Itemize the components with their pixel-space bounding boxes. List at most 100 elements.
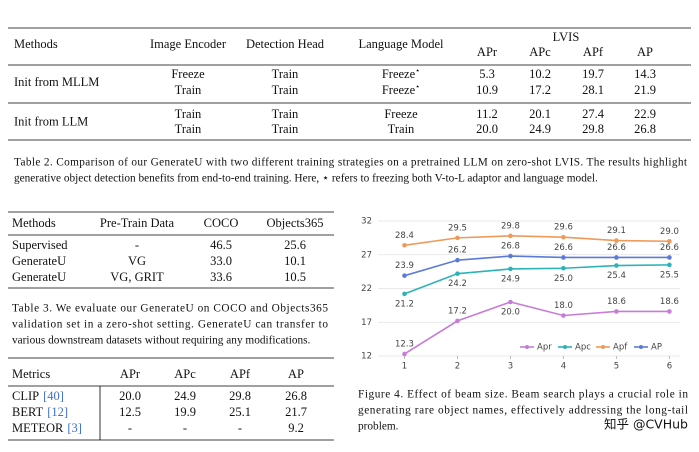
caption-line: Table 2. Comparison of our GenerateU wit… (14, 157, 688, 169)
x-tick-label: 4 (561, 362, 566, 372)
cell-text: Train (388, 122, 415, 136)
table-cell: Freeze⋆ (382, 66, 420, 81)
data-label: 18.0 (554, 301, 573, 311)
table-cell: METEOR [3] (12, 421, 82, 435)
metric-name: CLIP (12, 389, 39, 403)
citation: [3] (67, 421, 82, 435)
legend-label: Apr (537, 343, 552, 353)
data-label: 26.8 (501, 242, 520, 252)
column-header: Methods (12, 216, 56, 230)
table-cell: 19.7 (582, 67, 604, 81)
data-point (667, 255, 672, 260)
column-header: Image Encoder (150, 37, 227, 51)
caption-line: problem. (358, 421, 399, 433)
row-label: Init from MLLM (14, 75, 99, 89)
table-cell: 29.8 (582, 122, 604, 136)
legend-marker (525, 345, 529, 349)
data-point (455, 271, 460, 276)
legend-label: AP (651, 343, 662, 353)
cell-superscript: ⋆ (415, 66, 420, 75)
data-point (614, 255, 619, 260)
series-line (404, 235, 670, 247)
table-cell: 26.8 (285, 389, 307, 403)
table-cell: - (128, 421, 132, 435)
series-line (404, 255, 670, 277)
data-label: 18.6 (607, 297, 626, 307)
legend-label: Apc (575, 343, 591, 353)
data-point (508, 253, 513, 259)
data-label: 29.1 (607, 226, 626, 236)
caption-line: various downstream datasets without requ… (12, 335, 311, 347)
data-point (402, 291, 407, 297)
data-label: 29.6 (554, 223, 573, 233)
data-label: 26.6 (607, 243, 626, 253)
table-cell: 10.2 (529, 67, 551, 81)
data-point (402, 273, 407, 278)
cell-text: Train (272, 67, 299, 81)
table-cell: Supervised (12, 238, 68, 252)
data-point (402, 351, 407, 357)
data-point (614, 263, 619, 268)
x-tick-label: 3 (508, 362, 513, 372)
legend-label: Apf (613, 343, 628, 353)
table-cell: - (135, 238, 139, 252)
table-cell: Train (175, 83, 202, 97)
cell-text: Train (175, 107, 202, 121)
cell-text: Train (175, 122, 202, 136)
column-header: APr (120, 367, 141, 381)
table-cell: 22.9 (634, 107, 656, 121)
table-cell: 20.1 (529, 107, 551, 121)
table-cell: VG (128, 254, 146, 268)
table-cell: 28.1 (582, 83, 604, 97)
table-cell: 9.2 (288, 421, 304, 435)
table-cell: 33.0 (210, 254, 232, 268)
table-cell: 24.9 (529, 122, 551, 136)
cell-text: Train (272, 107, 299, 121)
data-label: 24.9 (501, 274, 520, 284)
column-header: Language Model (358, 37, 444, 51)
table-cell: 46.5 (210, 238, 232, 252)
column-header: APc (174, 367, 196, 381)
table-cell: CLIP [40] (12, 389, 64, 403)
table-cell: 17.2 (529, 83, 551, 97)
data-point (508, 299, 513, 305)
table-cell: 20.0 (476, 122, 498, 136)
caption-line: generating rare object names, effectivel… (358, 405, 688, 417)
column-header: COCO (204, 216, 239, 230)
y-tick-label: 17 (361, 318, 372, 328)
x-tick-label: 1 (402, 362, 407, 372)
table-cell: 12.5 (119, 405, 141, 419)
citation: [12] (47, 405, 68, 419)
table-cell: Train (272, 107, 299, 121)
data-label: 25.5 (660, 270, 679, 280)
table-cell: 20.0 (119, 389, 141, 403)
data-point (455, 318, 460, 324)
y-tick-label: 27 (361, 250, 372, 260)
cell-superscript: ⋆ (415, 82, 420, 91)
column-header: AP (288, 367, 304, 381)
y-tick-label: 22 (361, 284, 372, 294)
table-cell: 10.9 (476, 83, 498, 97)
data-label: 26.6 (660, 243, 679, 253)
cell-text: Freeze (171, 67, 205, 81)
table-cell: GenerateU (12, 254, 66, 268)
data-point (667, 238, 672, 244)
x-tick-label: 2 (455, 362, 460, 372)
table-cell: Train (175, 122, 202, 136)
table-cell: 29.8 (229, 389, 251, 403)
table-cell: 25.1 (229, 405, 251, 419)
data-label: 25.4 (607, 271, 626, 281)
legend-marker (563, 345, 567, 349)
data-point (455, 257, 460, 263)
table-cell: 26.8 (634, 122, 656, 136)
data-label: 20.0 (501, 308, 520, 318)
cell-text: Train (272, 122, 299, 136)
data-label: 17.2 (448, 306, 467, 316)
column-header: Objects365 (267, 216, 324, 230)
table-cell: Train (388, 122, 415, 136)
y-tick-label: 12 (361, 352, 372, 362)
data-point (508, 266, 513, 272)
cell-text: Freeze (382, 83, 416, 97)
table-cell: VG, GRIT (110, 270, 164, 284)
column-header: AP (637, 45, 653, 59)
